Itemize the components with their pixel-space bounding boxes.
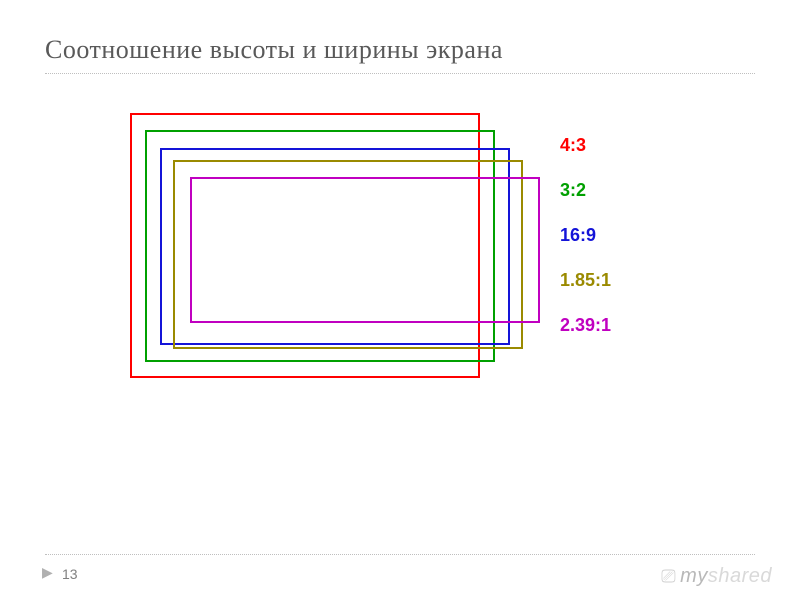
page-arrow-icon: ▶ <box>42 565 53 582</box>
aspect-label-2: 16:9 <box>560 225 596 246</box>
aspect-ratio-diagram: 4:3 3:2 16:9 1.85:1 2.39:1 <box>100 105 660 445</box>
footer-divider <box>45 554 755 555</box>
aspect-label-4: 2.39:1 <box>560 315 611 336</box>
watermark-icon: ⎚ <box>661 566 676 587</box>
aspect-label-0: 4:3 <box>560 135 586 156</box>
watermark: ⎚myshared <box>661 565 772 588</box>
title-underline <box>45 73 755 74</box>
watermark-suffix: shared <box>708 565 772 587</box>
aspect-label-1: 3:2 <box>560 180 586 201</box>
aspect-box-r239 <box>190 177 540 323</box>
page-title: Соотношение высоты и ширины экрана <box>45 35 755 65</box>
aspect-label-3: 1.85:1 <box>560 270 611 291</box>
page-number: 13 <box>62 566 78 582</box>
title-area: Соотношение высоты и ширины экрана <box>0 0 800 84</box>
watermark-prefix: my <box>680 565 708 587</box>
